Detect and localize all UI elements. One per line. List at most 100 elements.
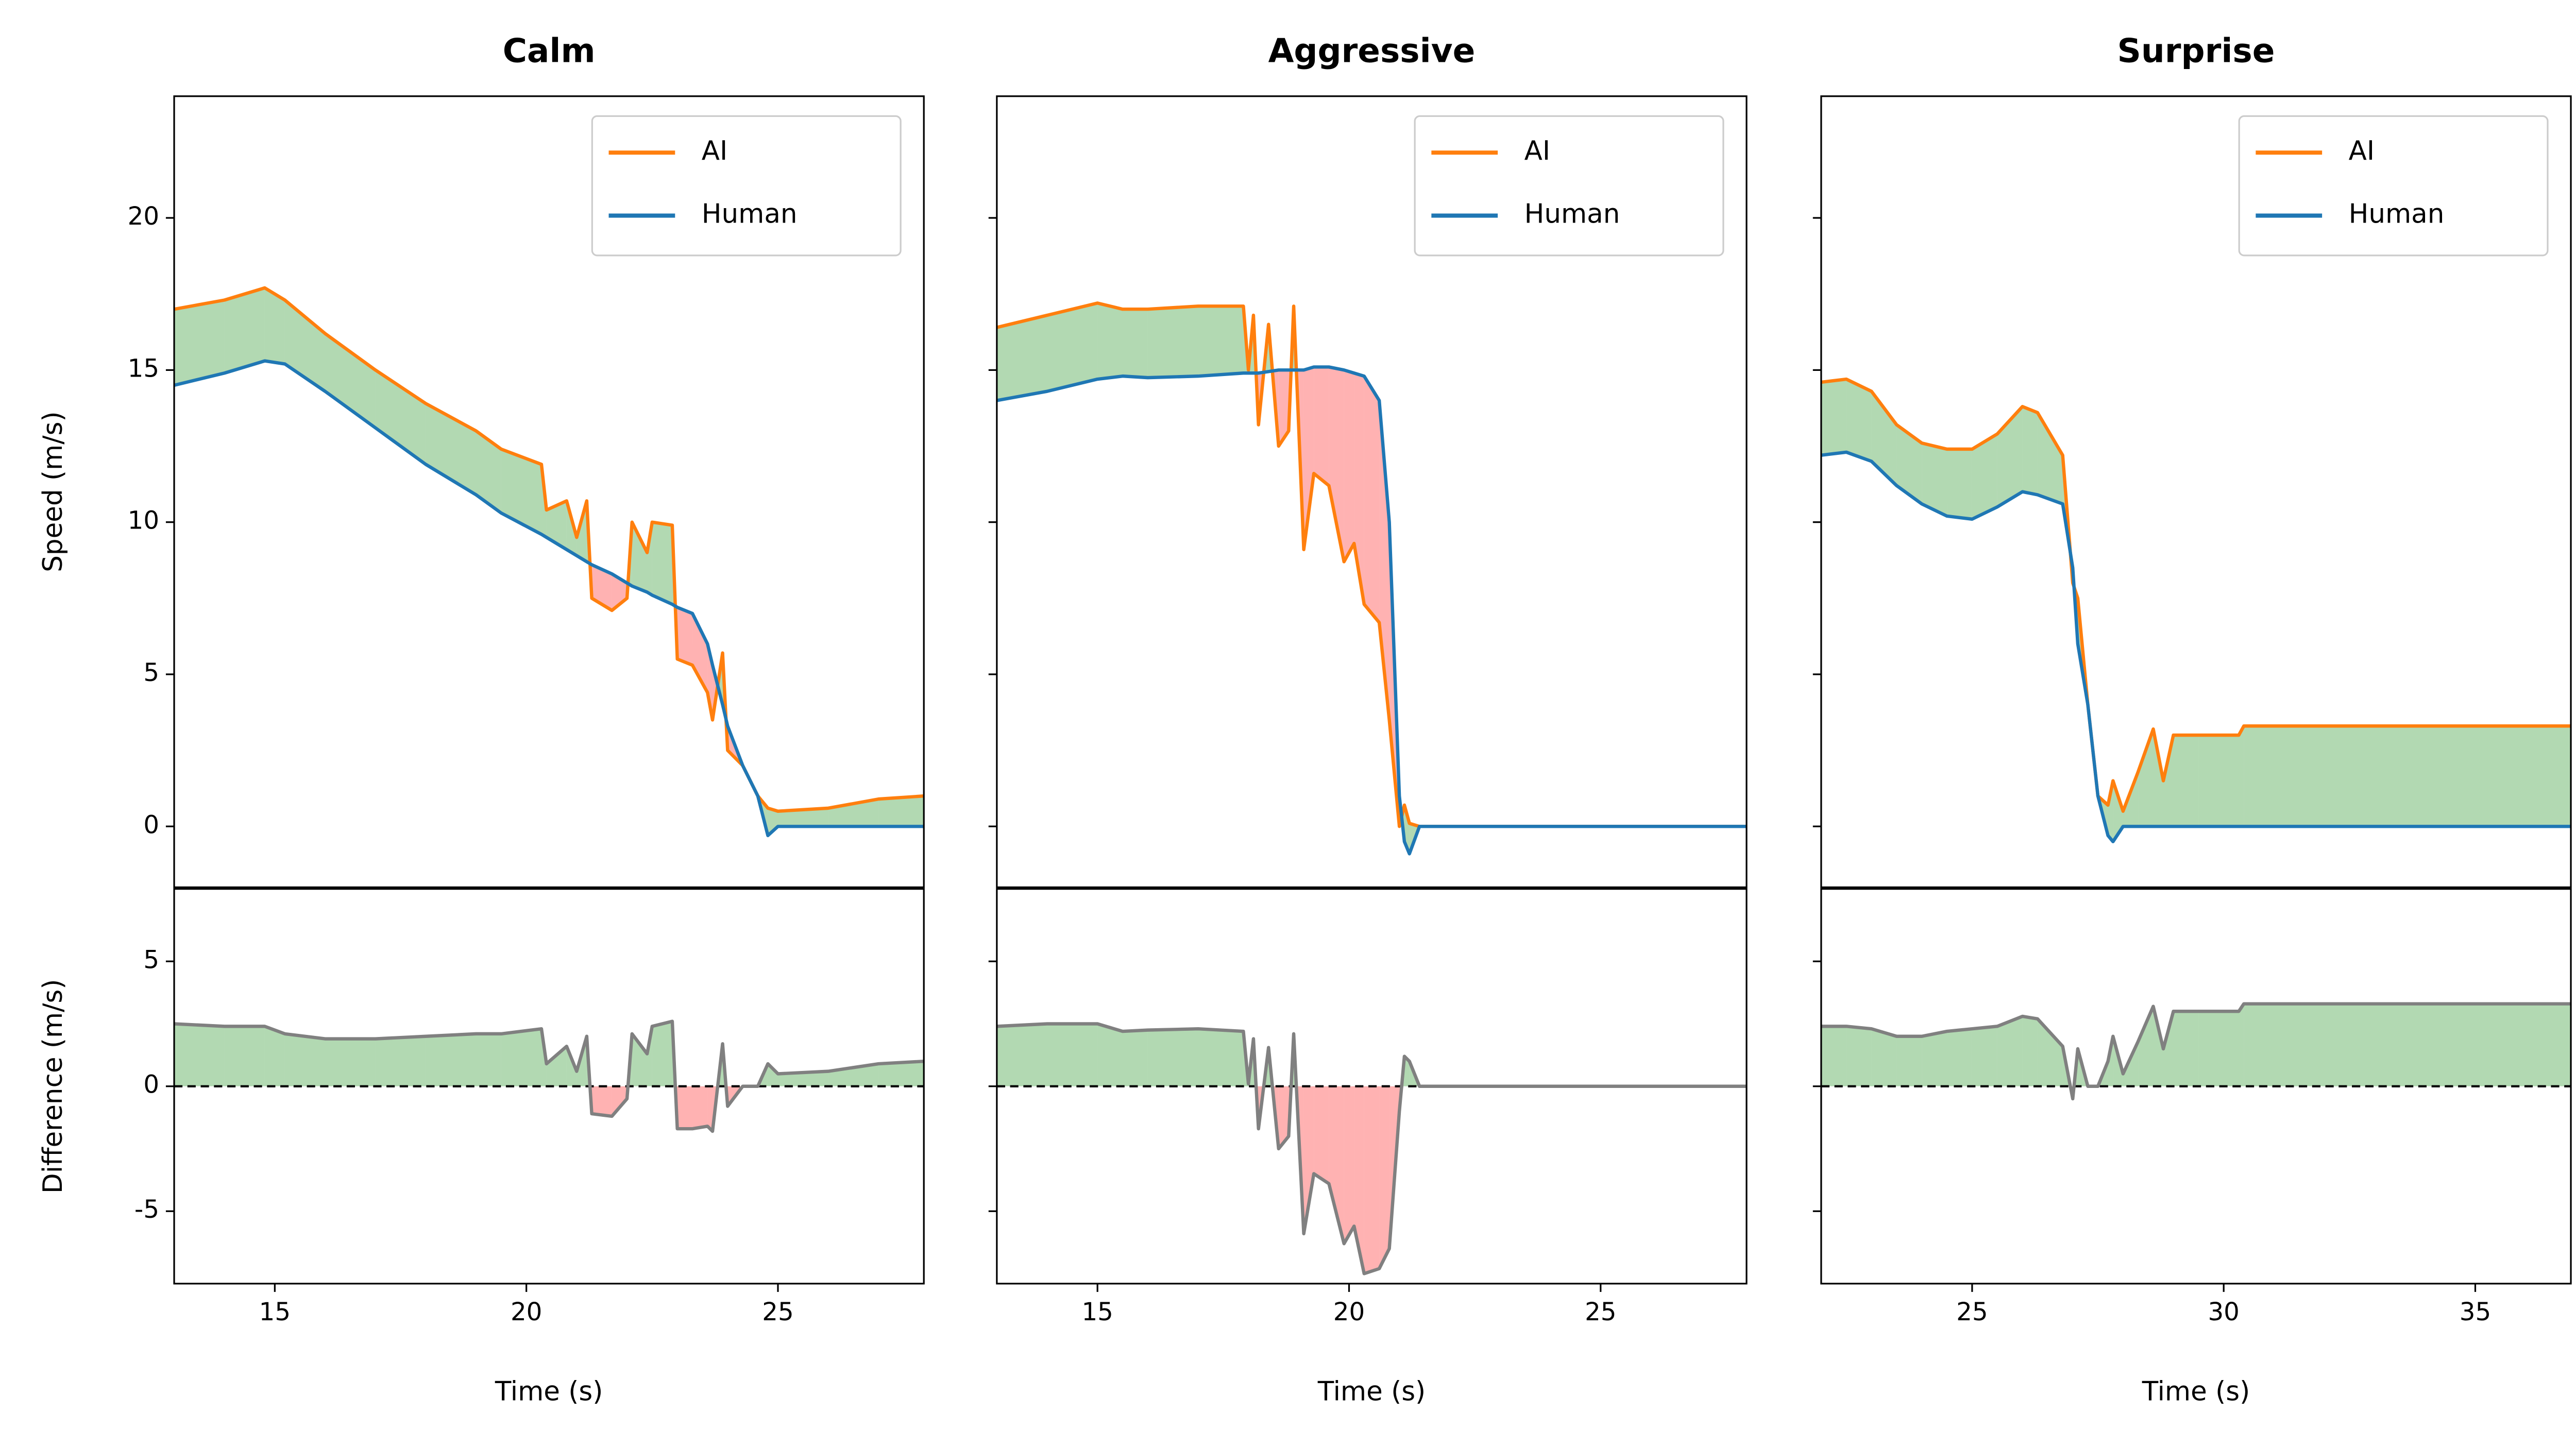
fill-area (768, 808, 778, 836)
data-line (996, 365, 1747, 856)
fill-area (476, 431, 501, 513)
x-tick-label: 35 (2460, 1298, 2491, 1326)
y-tick-label: -5 (134, 1195, 159, 1224)
fill-area (1314, 367, 1329, 486)
fill-area (426, 403, 477, 495)
fill-area (612, 1086, 627, 1116)
fill-area (224, 287, 265, 373)
fill-area (1364, 1086, 1380, 1274)
fill-area (284, 1033, 326, 1086)
legend-label: Human (702, 199, 798, 230)
fill-area (2022, 1016, 2038, 1086)
fill-area (284, 300, 326, 391)
fill-area (828, 1064, 879, 1086)
fill-area (264, 287, 285, 364)
x-tick-label: 20 (511, 1298, 542, 1326)
fill-area (1047, 303, 1098, 391)
y-tick-label: 5 (143, 945, 159, 974)
legend-box (2238, 115, 2549, 257)
fill-area (546, 1046, 567, 1086)
fill-area (1896, 1036, 1922, 1086)
plot-area (1821, 377, 2571, 844)
fill-area (2153, 1006, 2163, 1086)
y-tick-label: 10 (128, 506, 159, 535)
fill-area (325, 1039, 376, 1086)
plot-area (996, 301, 1747, 856)
fill-area (996, 1024, 1047, 1086)
fill-area (2239, 726, 2244, 827)
axes-frame (1820, 888, 2572, 1285)
y-axis-label: Speed (m/s) (38, 411, 69, 572)
y-tick-label: 0 (143, 810, 159, 839)
fill-area (426, 1033, 477, 1086)
fill-area (1344, 1086, 1354, 1244)
fill-area (2244, 726, 2571, 827)
plot-area (174, 286, 924, 838)
fill-area (1097, 303, 1123, 380)
fill-area (1198, 1029, 1244, 1086)
fill-area (1997, 1016, 2023, 1086)
fill-area (1329, 367, 1344, 562)
x-tick-label: 20 (1333, 1298, 1365, 1326)
fill-area (1922, 1031, 1947, 1086)
fill-area (2244, 1003, 2571, 1086)
fill-area (1354, 373, 1364, 605)
legend-box (591, 115, 902, 257)
fill-area (1922, 443, 1947, 516)
axes-frame (173, 95, 925, 889)
x-axis-label: Time (s) (495, 1376, 603, 1407)
plot-area (996, 1022, 1747, 1275)
fill-area (1123, 309, 1148, 378)
fill-area (2138, 1006, 2154, 1086)
fill-area (632, 522, 648, 592)
fill-area (2163, 1011, 2174, 1086)
fill-area (501, 1029, 541, 1086)
fill-area (632, 1033, 648, 1086)
fill-area (692, 613, 708, 693)
axes-frame (996, 95, 1748, 889)
fill-area (1972, 1026, 1997, 1086)
fill-area (1314, 1086, 1329, 1184)
fill-area (2037, 413, 2063, 504)
fill-area (2138, 729, 2154, 827)
fill-area (2239, 1003, 2244, 1086)
fill-area (501, 449, 541, 535)
fill-area (224, 1026, 265, 1086)
fill-area (768, 1064, 778, 1086)
fill-area (1047, 1024, 1098, 1086)
axes-frame (1820, 95, 2572, 889)
x-axis-label: Time (s) (2142, 1376, 2250, 1407)
fill-area (2113, 780, 2123, 842)
x-tick-label: 25 (1956, 1298, 1988, 1326)
fill-area (1123, 1030, 1148, 1086)
fill-area (264, 1026, 285, 1086)
fill-area (1947, 1029, 1972, 1086)
x-tick-label: 15 (1081, 1298, 1113, 1326)
fill-area (2022, 406, 2038, 495)
fill-area (546, 501, 567, 550)
data-line (1821, 450, 2571, 844)
fill-area (652, 1021, 672, 1086)
fill-area (1871, 1029, 1897, 1086)
fill-area (1997, 406, 2023, 507)
fill-area (476, 1033, 501, 1086)
fill-area (1972, 434, 1997, 519)
fill-area (1344, 370, 1354, 562)
fill-area (1278, 1086, 1289, 1149)
chart-title: Surprise (2117, 32, 2275, 71)
fill-area (375, 370, 426, 465)
axes-frame (996, 888, 1748, 1285)
fill-area (2163, 735, 2174, 827)
legend-box (1414, 115, 1724, 257)
fill-area (1278, 370, 1289, 446)
fill-area (1364, 376, 1380, 623)
fill-area (2098, 1061, 2108, 1086)
legend-label: Human (1524, 199, 1620, 230)
data-line (1821, 377, 2571, 813)
y-tick-label: 20 (128, 202, 159, 231)
legend-label: AI (1524, 135, 1550, 166)
x-tick-label: 15 (259, 1298, 291, 1326)
fill-area (325, 333, 376, 428)
fill-area (2198, 1011, 2239, 1086)
